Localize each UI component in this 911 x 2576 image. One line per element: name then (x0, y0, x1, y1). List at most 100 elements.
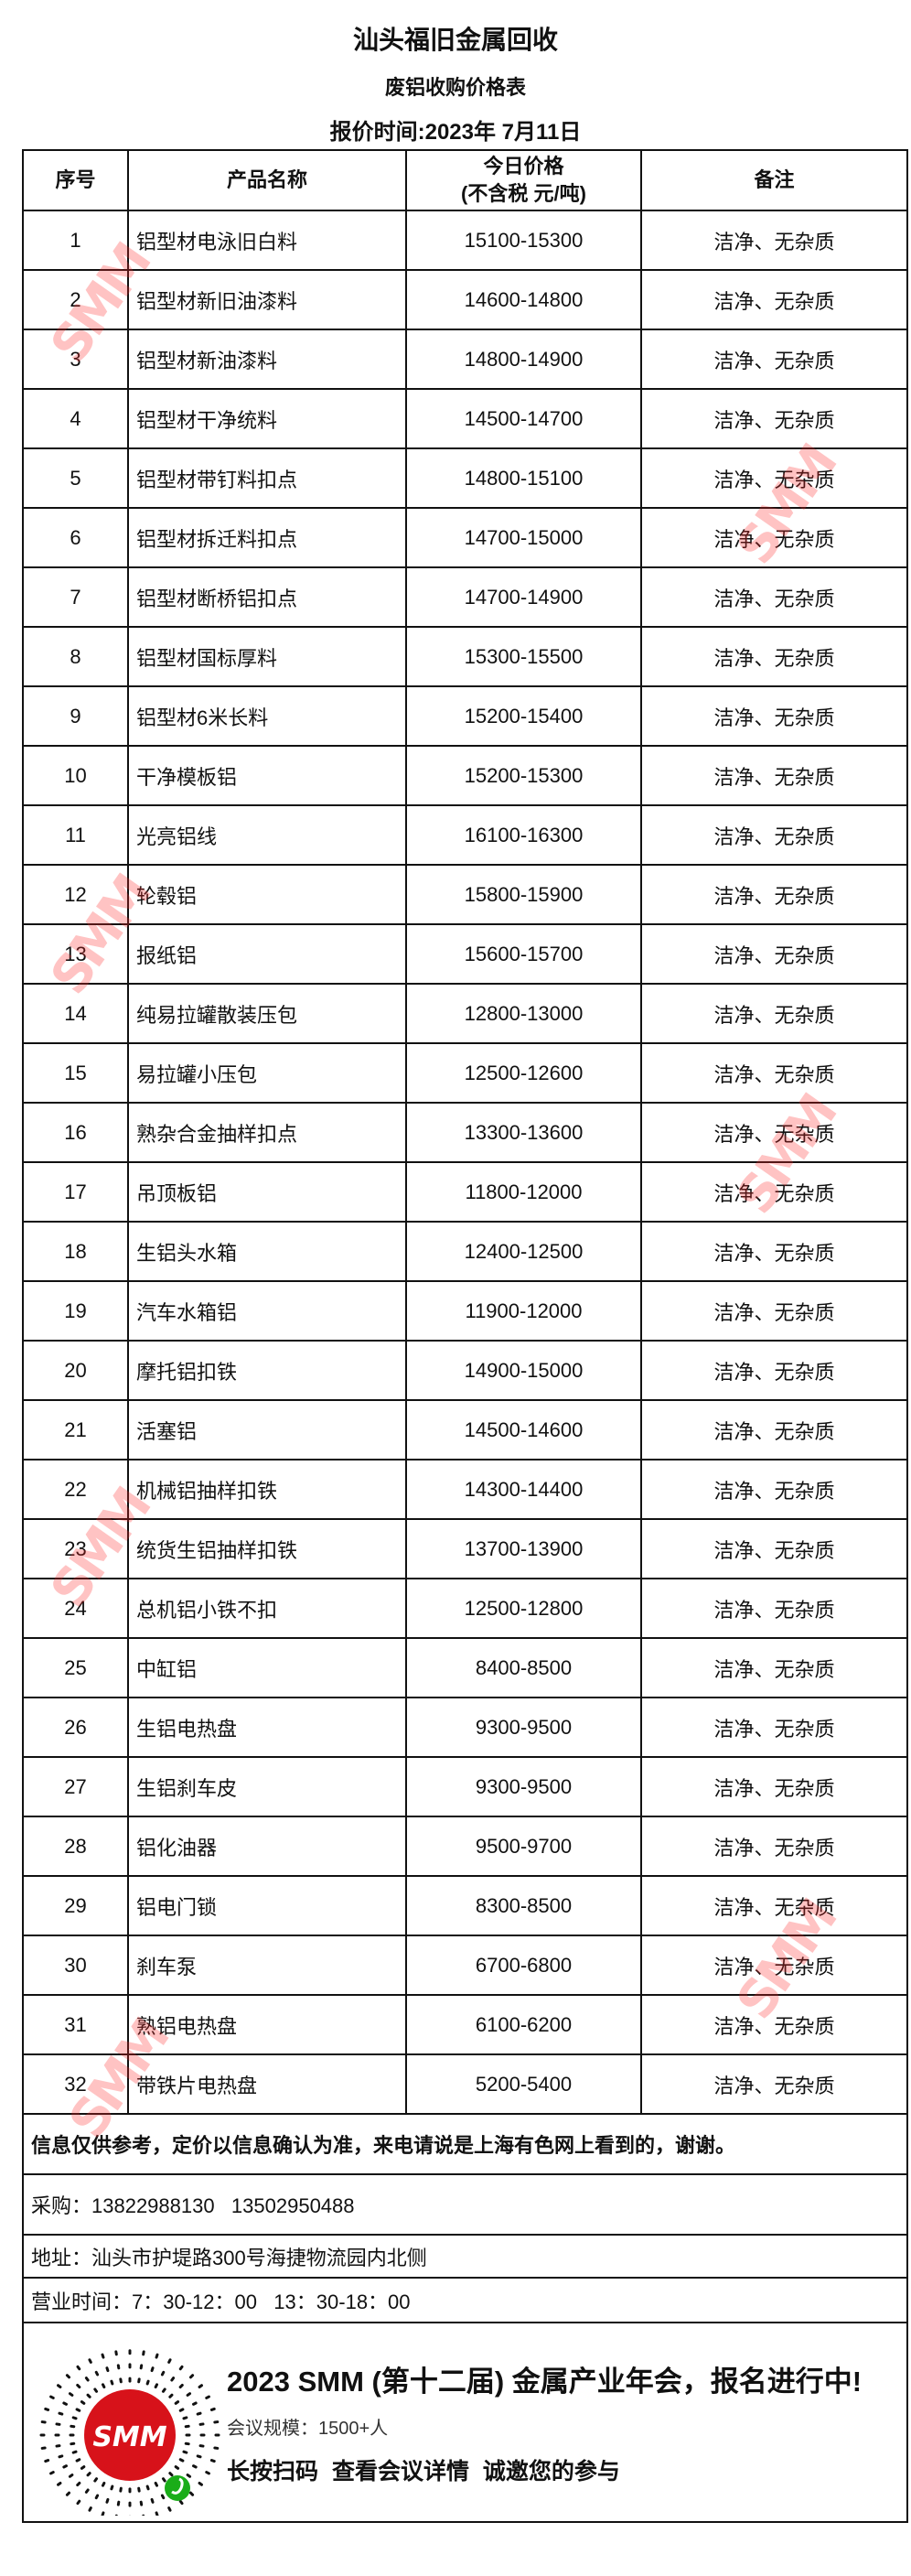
note: 洁净、无杂质 (640, 1756, 908, 1817)
row-number: 24 (22, 1578, 129, 1639)
col-header-name: 产品名称 (127, 149, 407, 211)
purchase-phone: 采购：13822988130 13502950488 (22, 2173, 908, 2236)
note: 洁净、无杂质 (640, 1042, 908, 1104)
smm-logo: SMM (92, 2421, 166, 2453)
product-name: 干净模板铝 (127, 745, 407, 806)
disclaimer: 信息仅供参考，定价以信息确认为准，来电请说是上海有色网上看到的，谢谢。 (22, 2113, 908, 2175)
table-row: 15 易拉罐小压包 12500-12600 洁净、无杂质 (22, 1042, 908, 1104)
row-number: 18 (22, 1221, 129, 1282)
note: 洁净、无杂质 (640, 1994, 908, 2055)
product-name: 统货生铝抽样扣铁 (127, 1518, 407, 1579)
price-unit: (不含税 元/吨) (461, 182, 586, 205)
price-range: 12800-13000 (405, 983, 642, 1044)
note: 洁净、无杂质 (640, 1697, 908, 1758)
price-range: 8300-8500 (405, 1875, 642, 1936)
note: 洁净、无杂质 (640, 329, 908, 390)
note: 洁净、无杂质 (640, 1875, 908, 1936)
price-range: 15100-15300 (405, 210, 642, 271)
row-number: 14 (22, 983, 129, 1044)
table-row: 5 铝型材带钉料扣点 14800-15100 洁净、无杂质 (22, 447, 908, 509)
table-row: 10 干净模板铝 15200-15300 洁净、无杂质 (22, 745, 908, 806)
row-number: 6 (22, 507, 129, 568)
note: 洁净、无杂质 (640, 983, 908, 1044)
note: 洁净、无杂质 (640, 1280, 908, 1342)
table-row: 32 带铁片电热盘 5200-5400 洁净、无杂质 (22, 2053, 908, 2115)
price-range: 14600-14800 (405, 269, 642, 330)
price-range: 15200-15300 (405, 745, 642, 806)
note: 洁净、无杂质 (640, 566, 908, 628)
row-number: 28 (22, 1816, 129, 1877)
page-title: 汕头福旧金属回收 (352, 26, 558, 54)
product-name: 机械铝抽样扣铁 (127, 1459, 407, 1520)
product-name: 汽车水箱铝 (127, 1280, 407, 1342)
product-name: 易拉罐小压包 (127, 1042, 407, 1104)
product-name: 铝化油器 (127, 1816, 407, 1877)
row-number: 1 (22, 210, 129, 271)
note: 洁净、无杂质 (640, 1518, 908, 1579)
row-number: 4 (22, 388, 129, 449)
price-range: 14500-14600 (405, 1399, 642, 1460)
note: 洁净、无杂质 (640, 864, 908, 925)
price-range: 9300-9500 (405, 1697, 642, 1758)
row-number: 8 (22, 626, 129, 687)
table-row: 27 生铝刹车皮 9300-9500 洁净、无杂质 (22, 1756, 908, 1817)
note: 洁净、无杂质 (640, 1637, 908, 1698)
note: 洁净、无杂质 (640, 1221, 908, 1282)
note: 洁净、无杂质 (640, 507, 908, 568)
price-range: 14900-15000 (405, 1340, 642, 1401)
product-name: 纯易拉罐散装压包 (127, 983, 407, 1044)
row-number: 11 (22, 804, 129, 866)
row-number: 30 (22, 1935, 129, 1996)
product-name: 生铝刹车皮 (127, 1756, 407, 1817)
quote-date: 报价时间:2023年 7月11日 (329, 120, 582, 145)
row-number: 29 (22, 1875, 129, 1936)
table-row: 19 汽车水箱铝 11900-12000 洁净、无杂质 (22, 1280, 908, 1342)
table-row: 16 熟杂合金抽样扣点 13300-13600 洁净、无杂质 (22, 1102, 908, 1163)
table-row: 12 轮毂铝 15800-15900 洁净、无杂质 (22, 864, 908, 925)
product-name: 吊顶板铝 (127, 1161, 407, 1223)
row-number: 3 (22, 329, 129, 390)
price-range: 9500-9700 (405, 1816, 642, 1877)
product-name: 带铁片电热盘 (127, 2053, 407, 2115)
price-range: 9300-9500 (405, 1756, 642, 1817)
row-number: 7 (22, 566, 129, 628)
product-name: 总机铝小铁不扣 (127, 1578, 407, 1639)
banner-scale: 会议规模：1500+人 (227, 2419, 389, 2439)
banner-cta: 长按扫码 查看会议详情 诚邀您的参与 (227, 2459, 620, 2484)
table-row: 25 中缸铝 8400-8500 洁净、无杂质 (22, 1637, 908, 1698)
note: 洁净、无杂质 (640, 1816, 908, 1877)
address: 地址：汕头市护堤路300号海捷物流园内北侧 (22, 2234, 908, 2279)
row-number: 17 (22, 1161, 129, 1223)
note: 洁净、无杂质 (640, 626, 908, 687)
row-number: 15 (22, 1042, 129, 1104)
price-range: 14700-15000 (405, 507, 642, 568)
product-name: 铝型材6米长料 (127, 685, 407, 747)
row-number: 19 (22, 1280, 129, 1342)
product-name: 铝型材新油漆料 (127, 329, 407, 390)
row-number: 16 (22, 1102, 129, 1163)
qr-code-icon[interactable]: SMM (38, 2333, 221, 2516)
conference-banner[interactable]: SMM 2023 SMM (第十二届) 金属产业年会，报名进行中! 会议规模：1… (22, 2322, 908, 2523)
note: 洁净、无杂质 (640, 269, 908, 330)
table-row: 21 活塞铝 14500-14600 洁净、无杂质 (22, 1399, 908, 1460)
table-row: 2 铝型材新旧油漆料 14600-14800 洁净、无杂质 (22, 269, 908, 330)
product-name: 铝型材断桥铝扣点 (127, 566, 407, 628)
price-range: 8400-8500 (405, 1637, 642, 1698)
product-name: 轮毂铝 (127, 864, 407, 925)
table-row: 17 吊顶板铝 11800-12000 洁净、无杂质 (22, 1161, 908, 1223)
row-number: 13 (22, 923, 129, 985)
col-header-price: 今日价格 (不含税 元/吨) (405, 149, 642, 211)
table-row: 6 铝型材拆迁料扣点 14700-15000 洁净、无杂质 (22, 507, 908, 568)
note: 洁净、无杂质 (640, 1935, 908, 1996)
product-name: 中缸铝 (127, 1637, 407, 1698)
price-table: 序号 产品名称 今日价格 (不含税 元/吨) 备注 1 铝型材电泳旧白料 15100-… (22, 149, 908, 2523)
note: 洁净、无杂质 (640, 2053, 908, 2115)
price-range: 15800-15900 (405, 864, 642, 925)
table-row: 23 统货生铝抽样扣铁 13700-13900 洁净、无杂质 (22, 1518, 908, 1579)
row-number: 23 (22, 1518, 129, 1579)
note: 洁净、无杂质 (640, 1340, 908, 1401)
price-range: 12500-12800 (405, 1578, 642, 1639)
note: 洁净、无杂质 (640, 447, 908, 509)
price-range: 15200-15400 (405, 685, 642, 747)
row-number: 20 (22, 1340, 129, 1401)
